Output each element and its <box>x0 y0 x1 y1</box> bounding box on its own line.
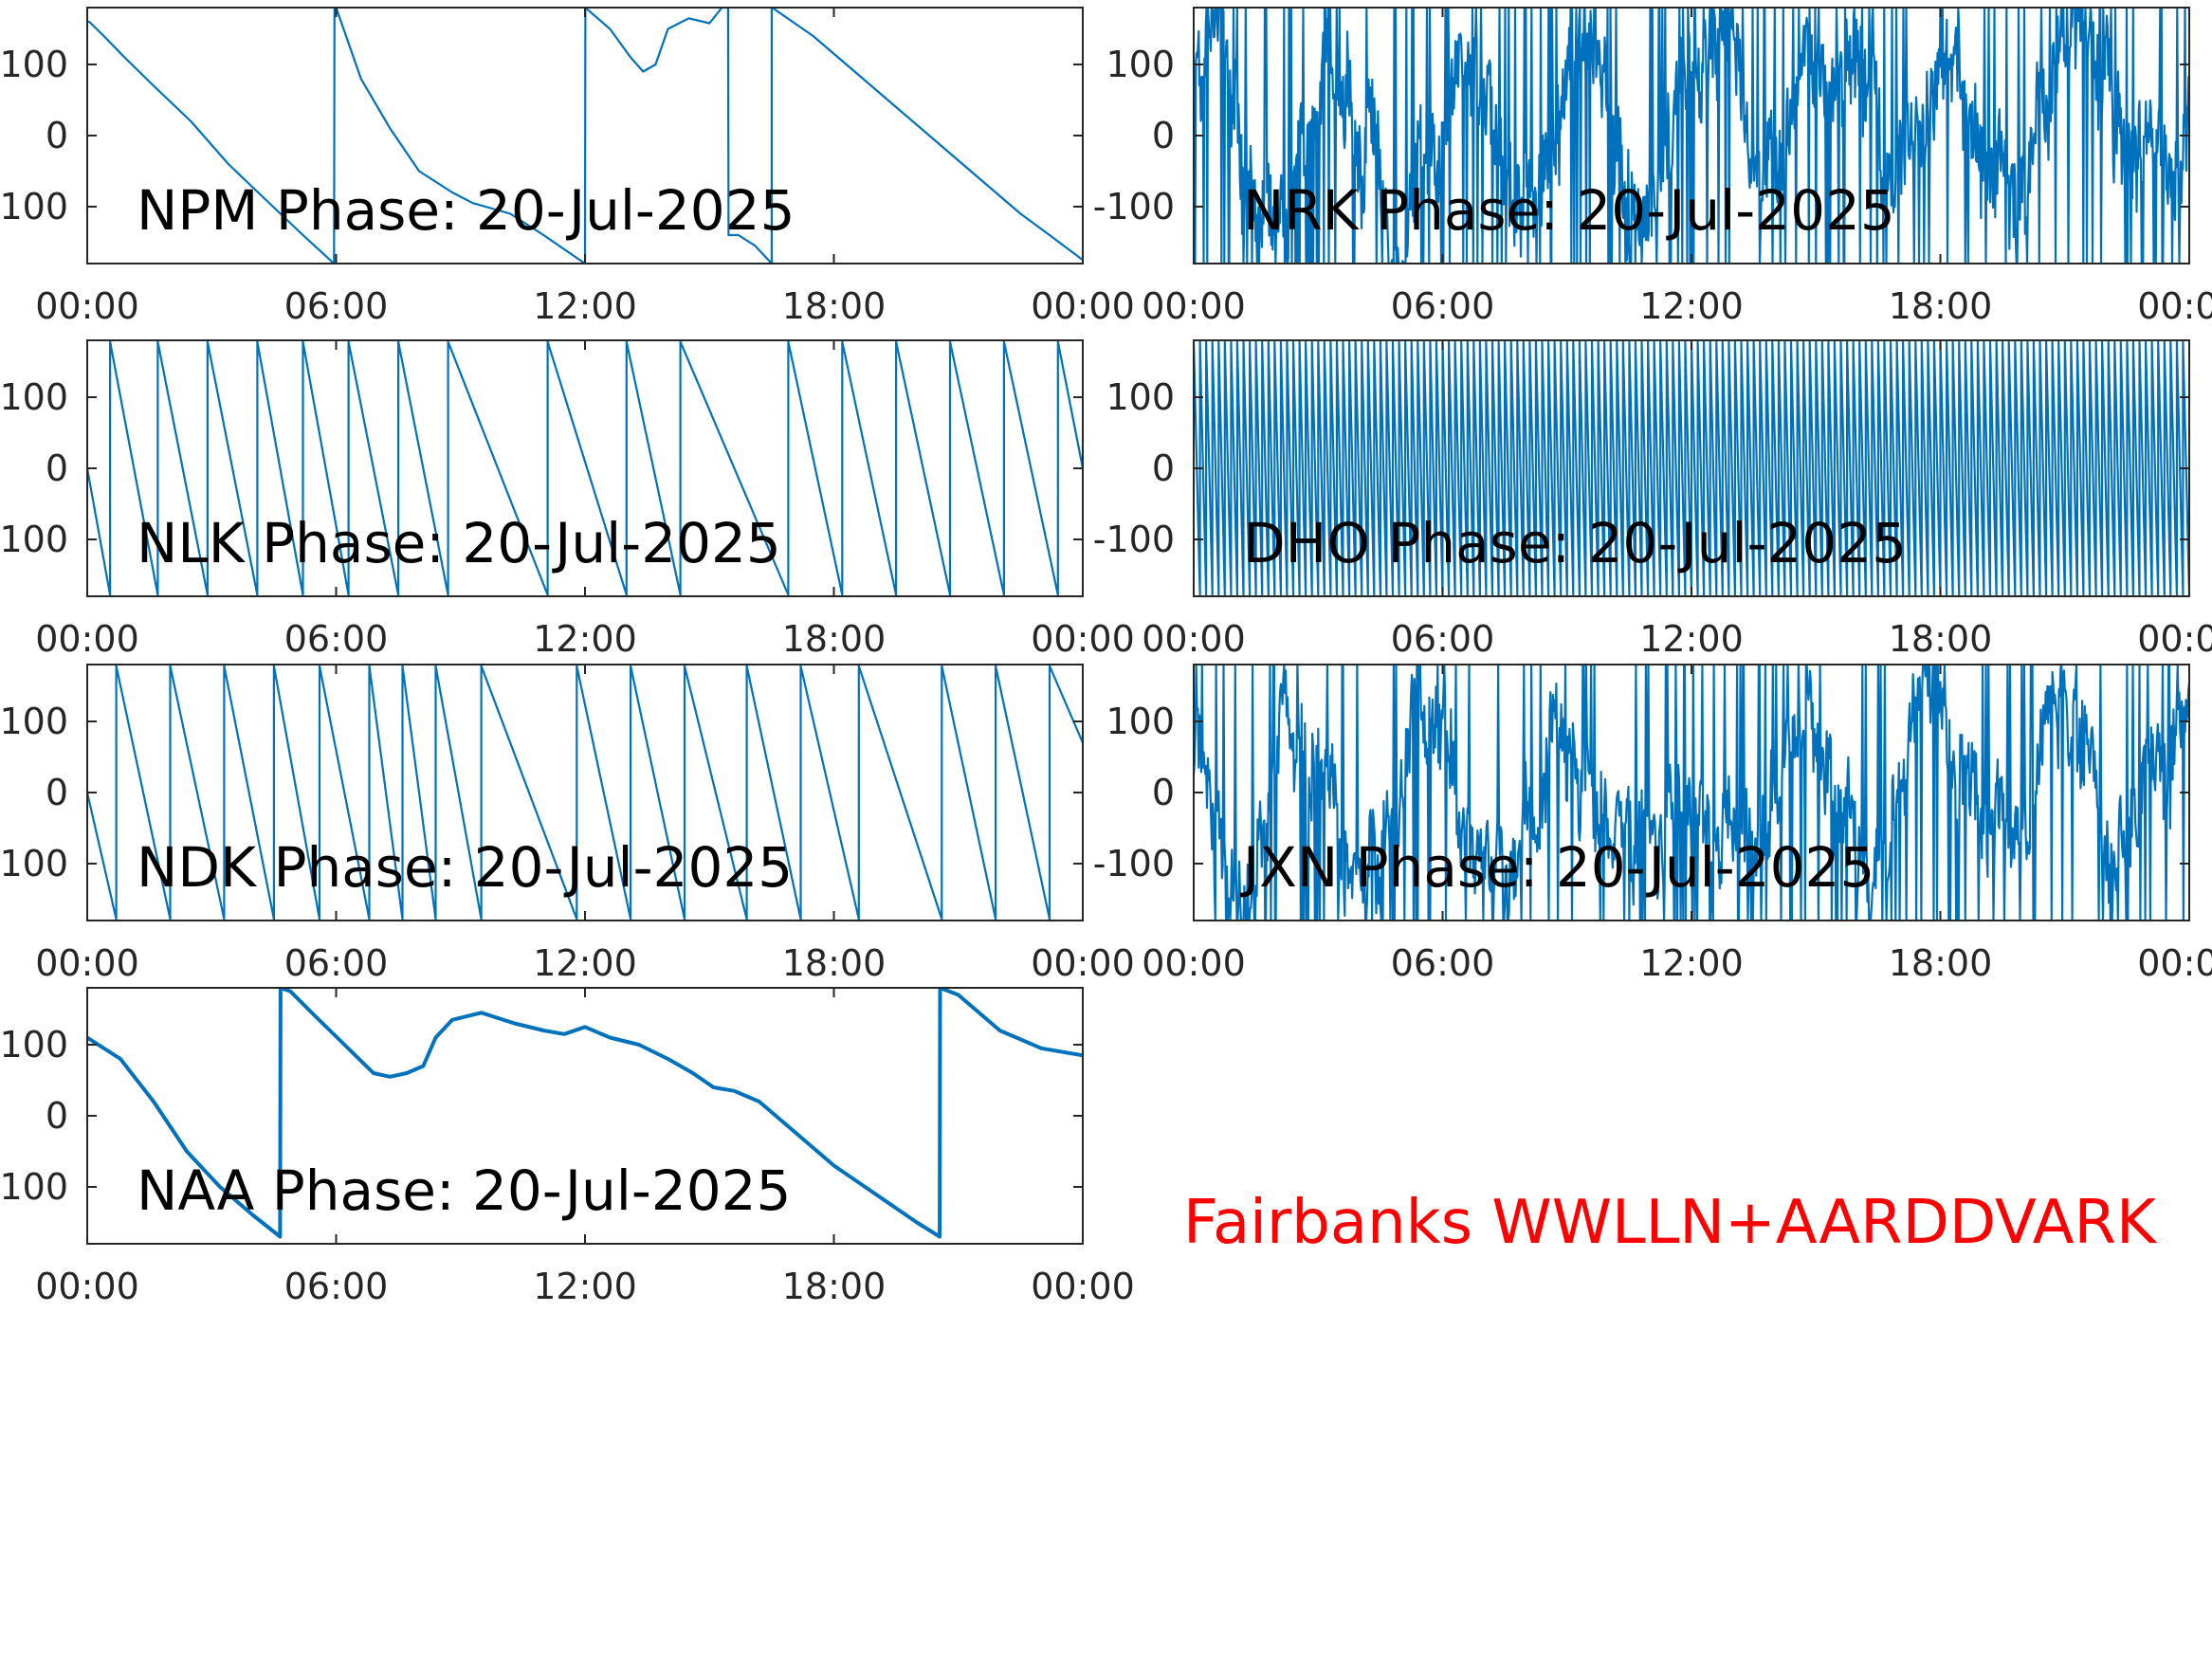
series-line <box>87 988 1083 1239</box>
x-tick-label: 18:00 <box>1889 942 1993 984</box>
x-tick-label: 12:00 <box>533 285 637 327</box>
panel-title: NAA Phase: 20-Jul-2025 <box>137 1158 791 1223</box>
series-line <box>1194 8 2189 264</box>
x-tick-label: 18:00 <box>782 942 887 984</box>
y-tick-label: -100 <box>1093 519 1175 560</box>
y-tick-label: -100 <box>1093 843 1175 884</box>
series-line <box>1194 340 2189 596</box>
y-tick-label: 0 <box>46 772 68 813</box>
x-tick-label: 00:00 <box>35 285 139 327</box>
series-line <box>1194 665 2189 921</box>
x-tick-label: 12:00 <box>1639 285 1744 327</box>
x-tick-label: 00:00 <box>1031 942 1135 984</box>
panel-title: NPM Phase: 20-Jul-2025 <box>137 178 795 243</box>
x-tick-label: 00:00 <box>1031 285 1135 327</box>
chart-panel-4: 00:00 06:00 12:00 18:00 00:00 100 0 -100 DHO Pha… <box>1093 339 2212 660</box>
chart-panel-5: 00:00 06:00 12:00 18:00 00:00 100 0 -100 NDK Pha… <box>0 664 1135 984</box>
x-tick-label: 00:00 <box>35 942 139 984</box>
x-tick-label: 06:00 <box>1391 942 1495 984</box>
series-line <box>87 665 1083 921</box>
panel-title: NLK Phase: 20-Jul-2025 <box>137 511 781 575</box>
y-tick-label: 100 <box>0 701 68 742</box>
y-tick-label: 100 <box>1106 44 1175 85</box>
x-tick-label: 18:00 <box>782 1266 887 1307</box>
x-tick-label: 00:00 <box>2137 942 2212 984</box>
y-tick-label: 100 <box>0 1024 68 1066</box>
x-tick-label: 12:00 <box>533 942 637 984</box>
x-tick-label: 06:00 <box>1391 618 1495 660</box>
x-tick-label: 18:00 <box>1889 285 1993 327</box>
panel-title: JXN Phase: 20-Jul-2025 <box>1240 835 1874 900</box>
y-tick-label: 100 <box>1106 376 1175 418</box>
x-tick-label: 00:00 <box>1142 285 1246 327</box>
x-tick-label: 00:00 <box>2137 285 2212 327</box>
y-tick-label: 0 <box>1152 115 1175 156</box>
x-tick-label: 06:00 <box>284 942 389 984</box>
x-tick-label: 00:00 <box>1031 618 1135 660</box>
x-tick-label: 12:00 <box>1639 942 1744 984</box>
series-line <box>87 8 1083 264</box>
y-tick-label: 100 <box>0 44 68 85</box>
y-tick-label: 0 <box>46 115 68 156</box>
x-tick-label: 18:00 <box>782 618 887 660</box>
x-tick-label: 18:00 <box>1889 618 1993 660</box>
x-tick-label: 00:00 <box>2137 618 2212 660</box>
panel-title: NDK Phase: 20-Jul-2025 <box>137 835 793 900</box>
x-tick-label: 06:00 <box>284 1266 389 1307</box>
x-tick-label: 00:00 <box>1142 618 1246 660</box>
x-tick-label: 12:00 <box>1639 618 1744 660</box>
x-tick-label: 12:00 <box>533 1266 637 1307</box>
panels-group: 00:00 06:00 12:00 18:00 00:00 100 0 -100 NPM Pha… <box>0 7 2212 1307</box>
y-tick-label: 100 <box>0 376 68 418</box>
y-tick-label: -100 <box>0 1166 68 1208</box>
x-tick-label: 18:00 <box>782 285 887 327</box>
chart-panel-3: 00:00 06:00 12:00 18:00 00:00 100 0 -100 NLK Pha… <box>0 339 1135 660</box>
x-tick-label: 00:00 <box>1142 942 1246 984</box>
y-tick-label: 100 <box>1106 701 1175 742</box>
y-tick-label: -100 <box>0 843 68 884</box>
chart-panel-2: 00:00 06:00 12:00 18:00 00:00 100 0 -100 NRK Pha… <box>1093 7 2212 327</box>
chart-panel-7: 00:00 06:00 12:00 18:00 00:00 100 0 -100 NAA Pha… <box>0 987 1135 1307</box>
panel-title: NRK Phase: 20-Jul-2025 <box>1243 178 1895 243</box>
x-tick-label: 06:00 <box>284 285 389 327</box>
x-tick-label: 00:00 <box>1031 1266 1135 1307</box>
x-tick-label: 00:00 <box>35 618 139 660</box>
x-tick-label: 06:00 <box>1391 285 1495 327</box>
footer-label: Fairbanks WWLLN+AARDDVARK <box>1183 1188 2158 1258</box>
panel-title: DHO Phase: 20-Jul-2025 <box>1243 511 1907 575</box>
x-tick-label: 12:00 <box>533 618 637 660</box>
y-tick-label: 0 <box>1152 447 1175 489</box>
x-tick-label: 00:00 <box>35 1266 139 1307</box>
y-tick-label: -100 <box>0 519 68 560</box>
x-tick-label: 06:00 <box>284 618 389 660</box>
chart-panel-6: 00:00 06:00 12:00 18:00 00:00 100 0 -100 JXN Pha… <box>1093 664 2212 984</box>
y-tick-label: -100 <box>0 186 68 228</box>
y-tick-label: -100 <box>1093 186 1175 228</box>
y-tick-label: 0 <box>46 447 68 489</box>
y-tick-label: 0 <box>46 1095 68 1137</box>
chart-panel-1: 00:00 06:00 12:00 18:00 00:00 100 0 -100 NPM Pha… <box>0 7 1135 327</box>
y-tick-label: 0 <box>1152 772 1175 813</box>
